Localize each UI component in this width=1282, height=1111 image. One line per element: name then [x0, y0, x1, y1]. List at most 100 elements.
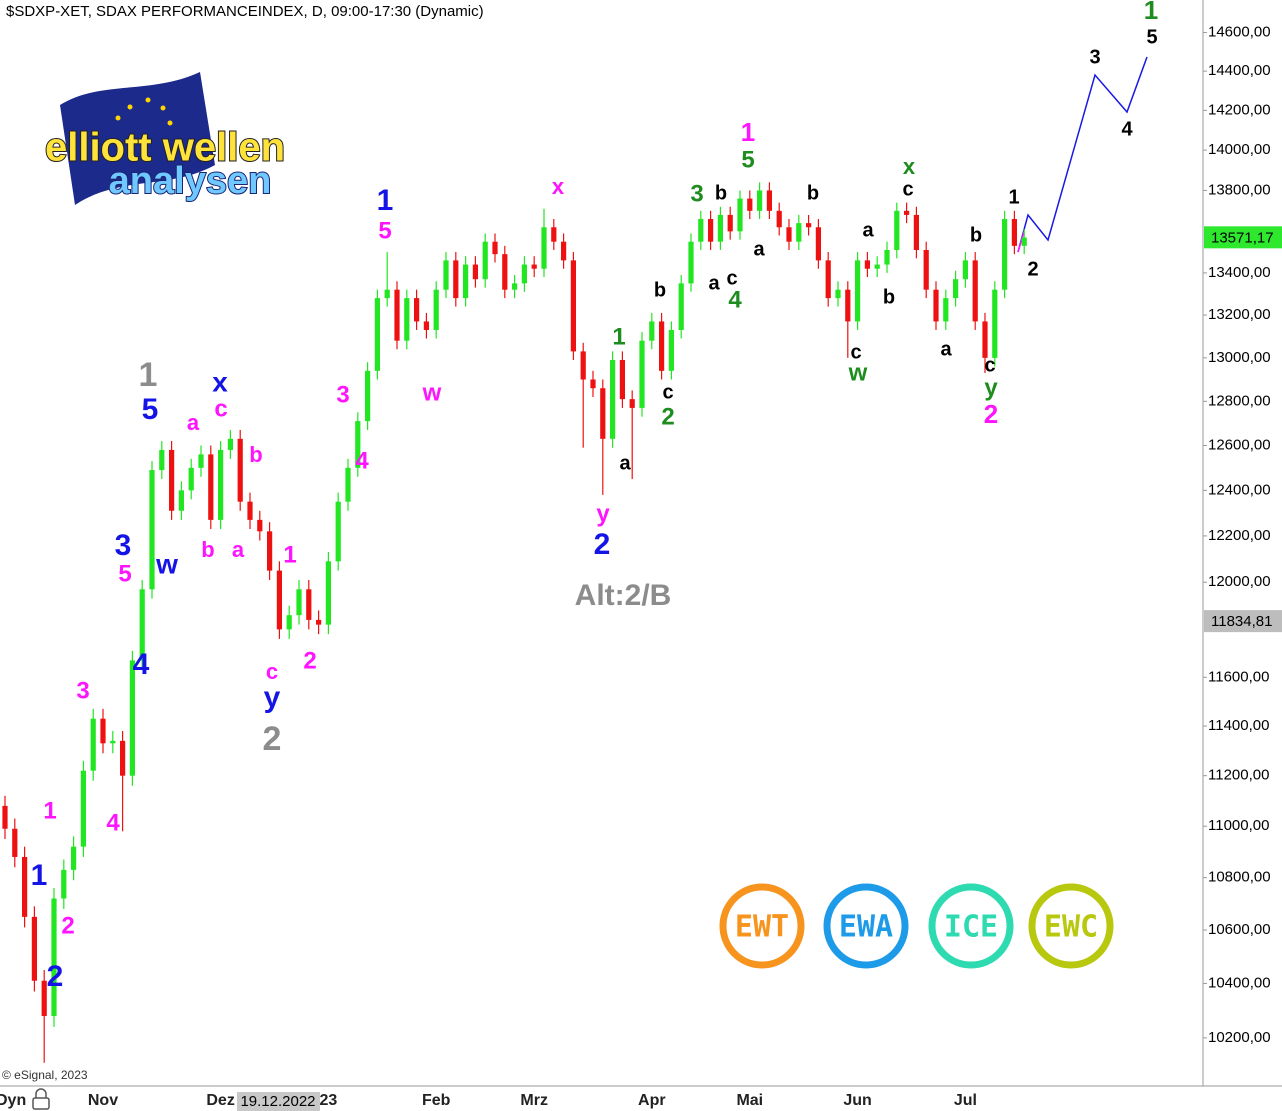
- candle-body: [22, 856, 28, 917]
- candle-body: [2, 805, 8, 829]
- lock-body: [32, 1097, 50, 1110]
- candle-body: [208, 454, 214, 520]
- candle-body: [806, 223, 812, 228]
- candle-body: [629, 399, 635, 408]
- candle-body: [717, 214, 723, 242]
- wave-label: b: [249, 442, 262, 467]
- candle-body: [727, 214, 733, 232]
- candle-body: [747, 198, 753, 211]
- candle-body: [61, 869, 67, 899]
- candle-body: [188, 467, 194, 491]
- candle-body: [365, 370, 371, 422]
- wave-label: 2: [984, 399, 998, 429]
- logo-line2: analysen: [109, 160, 272, 202]
- candle-body: [610, 360, 616, 439]
- wave-label: 5: [741, 146, 754, 173]
- candle-body: [1002, 219, 1008, 290]
- candle-body: [80, 770, 86, 847]
- y-tick-label: 13200,00: [1208, 306, 1271, 323]
- candle-body: [12, 828, 18, 857]
- lock-icon: [32, 1088, 50, 1110]
- wave-label: a: [232, 537, 245, 562]
- badge: ICE: [928, 883, 1014, 969]
- price-tag: [1204, 610, 1282, 633]
- wave-label: c: [214, 395, 227, 422]
- star: [145, 97, 151, 103]
- candle-body: [835, 289, 841, 299]
- crosshair-label: 19.12.2022: [240, 1093, 315, 1110]
- lock-shackle: [35, 1088, 47, 1098]
- wave-label: x: [212, 366, 228, 397]
- crosshair-box: [237, 1092, 320, 1111]
- candle-body: [659, 321, 665, 371]
- wave-label: 1: [283, 541, 296, 568]
- candle-body: [296, 589, 302, 616]
- candle-body: [904, 210, 910, 215]
- candle-body: [776, 210, 782, 228]
- wave-label: 2: [1027, 258, 1038, 280]
- wave-label: c: [662, 381, 673, 403]
- y-tick-label: 10200,00: [1208, 1029, 1271, 1046]
- price-tag: [1204, 226, 1282, 249]
- wave-label: x: [552, 174, 565, 199]
- wave-label: b: [654, 279, 666, 301]
- star: [127, 104, 133, 110]
- wave-label: c: [902, 178, 913, 200]
- candle-body: [237, 438, 243, 502]
- projection-line: [1017, 56, 1148, 253]
- candle-body: [433, 289, 439, 330]
- candle-body: [345, 467, 351, 502]
- wave-label: 2: [263, 720, 282, 758]
- candle-body: [600, 388, 606, 439]
- wave-label: 1: [612, 323, 625, 350]
- wave-label: y: [264, 681, 281, 714]
- y-tick-label: 12000,00: [1208, 573, 1271, 590]
- candle-body: [933, 289, 939, 322]
- candle-body: [31, 916, 37, 981]
- wave-label: a: [619, 452, 631, 474]
- candle-body: [894, 210, 900, 250]
- badge: EWT: [719, 883, 805, 969]
- price-tag-label: 13571,17: [1211, 229, 1274, 246]
- candle-body: [561, 241, 567, 261]
- x-tick-label: Feb: [422, 1092, 451, 1109]
- y-tick-label: 12200,00: [1208, 527, 1271, 544]
- candle-body: [502, 254, 508, 290]
- candle-body: [482, 241, 488, 280]
- wave-label: c: [726, 267, 737, 289]
- candle-body: [463, 264, 469, 299]
- wave-label: b: [883, 286, 895, 308]
- candle-body: [276, 570, 282, 630]
- candle-body: [110, 740, 116, 744]
- candle-body: [227, 438, 233, 450]
- wave-label: a: [940, 338, 952, 360]
- candle-body: [335, 501, 341, 562]
- candle-body: [267, 531, 273, 571]
- candle-body: [404, 298, 410, 341]
- candle-body: [639, 340, 645, 408]
- candle-body: [90, 718, 96, 771]
- wave-label: 4: [133, 648, 150, 681]
- candle-body: [551, 227, 557, 242]
- y-tick-label: 12600,00: [1208, 436, 1271, 453]
- wave-label: 1: [31, 859, 48, 892]
- wave-label: a: [862, 219, 874, 241]
- candle-body: [757, 190, 763, 211]
- candle-body: [541, 227, 547, 269]
- price-tag-label: 11834,81: [1211, 613, 1272, 630]
- candle-body: [619, 360, 625, 400]
- wave-label: x: [903, 154, 916, 179]
- candle-body: [962, 260, 968, 280]
- candle-body: [100, 718, 106, 744]
- logo-flag: [60, 72, 215, 205]
- wave-label: 3: [690, 180, 703, 207]
- candle-body: [169, 449, 175, 511]
- candle-body: [453, 260, 459, 299]
- y-tick-label: 11200,00: [1208, 767, 1269, 784]
- y-tick-label: 13800,00: [1208, 181, 1271, 198]
- y-tick-label: 13000,00: [1208, 349, 1271, 366]
- wave-label: b: [970, 224, 982, 246]
- candle-body: [492, 241, 498, 255]
